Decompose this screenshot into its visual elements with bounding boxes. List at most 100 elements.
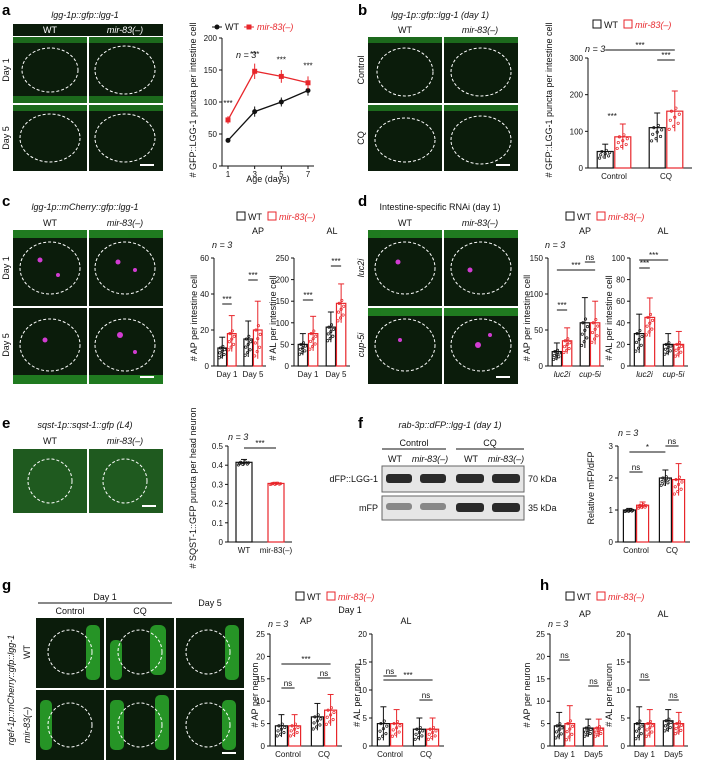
h_al-y-tick-label: 0 — [621, 742, 626, 751]
d_al-data-point — [676, 352, 680, 356]
d_al-data-point — [677, 346, 681, 350]
g-n: n = 3 — [268, 619, 288, 629]
g_al-y-tick-label: 5 — [363, 714, 368, 723]
c_ap-data-point — [232, 334, 236, 338]
h_al-data-point — [636, 734, 641, 738]
g_al-data-point — [417, 731, 421, 735]
c_al-x-tick-label: Day 1 — [298, 370, 319, 379]
g-nucleus-4 — [47, 702, 93, 748]
c-title: lgg-1p::mCherry::gfp::lgg-1 — [31, 202, 138, 212]
legend-g: WT mir-83(–) — [295, 591, 374, 602]
c_ap-data-point — [246, 350, 250, 355]
g-al-sig-1-label: ns — [386, 667, 394, 676]
c-row1: Day 1 — [1, 256, 11, 280]
g_ap-data-point — [312, 721, 316, 725]
c_al-data-point — [339, 307, 343, 311]
c_al-data-point — [313, 342, 317, 346]
d-al-sig-1-label: *** — [640, 259, 649, 268]
c_al-data-point — [331, 334, 335, 338]
g-al-sig-3-label: ns — [422, 691, 430, 700]
g_al-data-point — [434, 729, 438, 733]
g_ap-data-point — [277, 724, 281, 728]
d_al-data-point — [679, 344, 684, 348]
c_ap-data-point — [230, 329, 234, 333]
g_ap-data-point — [279, 732, 283, 736]
e-col-wt: WT — [43, 436, 57, 446]
d_ap-data-point — [596, 324, 600, 328]
h-al-sig-2-label: ns — [669, 691, 677, 700]
h_al-data-point — [669, 720, 673, 725]
e-data-point — [271, 481, 275, 485]
e-y-tick-label: 0.4 — [212, 461, 224, 470]
d_ap-data-point — [552, 353, 556, 358]
a-col-mut: mir-83(–) — [107, 25, 143, 35]
h_al-data-point — [650, 730, 654, 734]
b-data-point — [659, 134, 663, 139]
h_ap-x-tick-label: Day5 — [584, 750, 603, 759]
b-data-point — [608, 151, 612, 155]
h_al-y-tick-label: 10 — [616, 686, 625, 695]
c_al-data-point — [298, 352, 302, 356]
h_ap-data-point — [597, 725, 602, 729]
g-nucleus-2 — [117, 629, 163, 675]
g_ap-data-point — [329, 713, 333, 717]
b-data-point — [604, 148, 608, 152]
h_ap-data-point — [599, 727, 604, 731]
d_al-data-point — [666, 346, 670, 350]
b-data-point — [607, 154, 611, 158]
h_al-data-point — [674, 727, 678, 731]
h_ap-data-point — [594, 730, 598, 734]
c-scale-bar — [140, 376, 154, 378]
b-ylabel: # GFP::LGG-1 puncta per intestine cell — [544, 22, 554, 177]
f-x-tick-label: CQ — [666, 546, 678, 555]
legend-c-mut: mir-83(–) — [279, 212, 315, 222]
g_ap-data-point — [311, 727, 315, 731]
c_al-data-point — [311, 337, 315, 341]
g_ap-data-point — [318, 723, 322, 727]
g_al-data-point — [378, 729, 382, 733]
g-ap-sig-2-label: *** — [301, 655, 310, 664]
h_al-data-point — [640, 724, 644, 728]
c-micro-wt-d5 — [13, 308, 87, 384]
panel-label-b: b — [358, 2, 367, 19]
c_ap-data-point — [227, 340, 231, 344]
h_al-data-point — [645, 728, 649, 732]
g_al-data-point — [382, 719, 386, 723]
e-title: sqst-1p::sqst-1::gfp (L4) — [37, 420, 132, 430]
f-data-point — [663, 478, 667, 482]
c_al-data-point — [303, 344, 308, 348]
b-x-tick-label: CQ — [660, 172, 672, 181]
c-ap: AP — [252, 226, 264, 236]
f-band1: dFP::LGG-1 — [329, 474, 378, 484]
h_ap-data-point — [597, 729, 601, 733]
f-ctrl: Control — [399, 438, 428, 448]
a-point — [278, 99, 284, 105]
d_ap-data-point — [554, 356, 558, 360]
h_ap-data-point — [568, 719, 573, 723]
f-sig-1-label: * — [646, 443, 649, 452]
f-lane-wt2: WT — [464, 454, 478, 464]
b-data-point — [617, 135, 621, 139]
e-y-tick-label: 0 — [219, 538, 224, 547]
a-series-line — [227, 70, 309, 121]
d_ap-data-point — [580, 343, 584, 348]
b-data-point — [676, 121, 680, 125]
b-data-point — [616, 141, 620, 145]
h_ap-data-point — [585, 733, 590, 737]
d_al-data-point — [663, 352, 667, 356]
f-x-tick-label: Control — [623, 546, 649, 555]
c-n: n = 3 — [212, 240, 232, 250]
c_al-data-point — [308, 347, 312, 351]
legend-a-wt: WT — [225, 22, 239, 32]
d_ap-data-point — [591, 321, 595, 325]
c_ap-data-point — [258, 332, 262, 336]
b-data-point — [667, 127, 671, 131]
d_ap-data-point — [590, 340, 594, 344]
d_ap-data-point — [594, 318, 598, 322]
d_ap-y-tick-label: 100 — [530, 290, 544, 299]
a-point — [252, 109, 258, 115]
g_al-data-point — [415, 727, 419, 731]
d_al-data-point — [645, 324, 649, 328]
g_al-data-point — [381, 727, 385, 731]
